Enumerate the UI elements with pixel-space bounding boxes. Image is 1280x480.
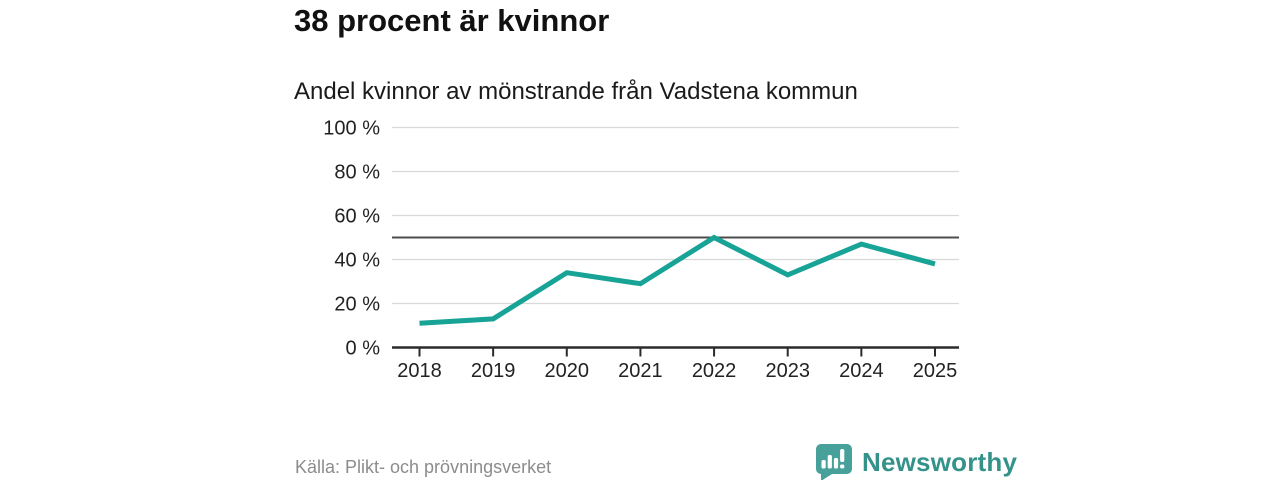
x-tick-label: 2023 bbox=[765, 360, 810, 382]
x-tick-label: 2022 bbox=[692, 360, 737, 382]
newsworthy-brand-link[interactable]: Newsworthy bbox=[813, 443, 1017, 480]
brand-name: Newsworthy bbox=[862, 446, 1018, 477]
x-tick-label: 2019 bbox=[471, 360, 516, 382]
x-tick-label: 2024 bbox=[839, 360, 884, 382]
y-tick-label: 100 % bbox=[323, 118, 380, 140]
x-tick-label: 2025 bbox=[913, 360, 958, 382]
chart-subtitle: Andel kvinnor av mönstrande från Vadsten… bbox=[294, 78, 858, 105]
source-note: Källa: Plikt- och prövningsverket bbox=[295, 457, 552, 477]
y-tick-label: 20 % bbox=[334, 294, 380, 316]
newsworthy-logo-icon bbox=[816, 444, 852, 480]
y-tick-label: 80 % bbox=[334, 162, 380, 184]
y-tick-label: 60 % bbox=[334, 206, 380, 228]
y-tick-label: 0 % bbox=[346, 338, 381, 360]
chart-title: 38 procent är kvinnor bbox=[294, 3, 610, 38]
x-tick-label: 2020 bbox=[545, 360, 590, 382]
x-tick-label: 2021 bbox=[618, 360, 663, 382]
x-tick-label: 2018 bbox=[397, 360, 442, 382]
y-tick-label: 40 % bbox=[334, 250, 380, 272]
data-line-series bbox=[419, 234, 936, 326]
